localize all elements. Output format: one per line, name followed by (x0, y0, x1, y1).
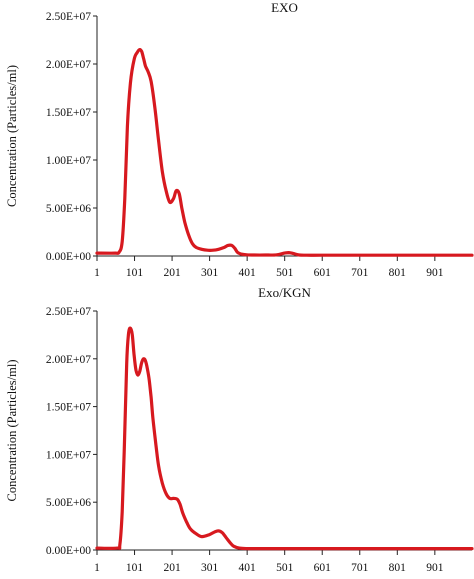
chart-panel-exo: EXO Concentration (Particles/ml) 0.00E+0… (5, 0, 474, 279)
y-ticks: 0.00E+00 5.00E+06 1.00E+07 1.50E+07 2.00E+07… (46, 306, 97, 557)
y-tick-label: 2.00E+07 (46, 354, 91, 366)
y-tick-label: 1.50E+07 (46, 107, 91, 119)
y-tick-label: 2.50E+07 (46, 306, 91, 318)
x-tick-label: 1 (94, 562, 100, 574)
chart-panel-exo-kgn: Exo/KGN Concentration (Particles/ml) 0.0… (5, 285, 474, 574)
y-tick-label: 2.50E+07 (46, 11, 91, 23)
x-tick-label: 201 (163, 267, 181, 279)
y-axis-label: Concentration (Particles/ml) (5, 65, 19, 207)
x-tick-label: 401 (239, 562, 257, 574)
x-tick-label: 1 (94, 267, 100, 279)
chart-title: Exo/KGN (258, 285, 311, 300)
x-ticks: 1 101 201 301 401 501 601 701 801 901 (94, 256, 444, 279)
x-tick-label: 401 (239, 267, 257, 279)
x-tick-label: 601 (314, 562, 332, 574)
x-tick-label: 101 (126, 562, 144, 574)
x-ticks: 1 101 201 301 401 501 601 701 801 901 (94, 550, 444, 574)
series-line (95, 326, 474, 551)
x-tick-label: 701 (351, 267, 369, 279)
x-tick-label: 701 (351, 562, 369, 574)
y-tick-label: 1.00E+07 (46, 155, 91, 167)
y-ticks: 0.00E+00 5.00E+06 1.00E+07 1.50E+07 2.00E+07… (46, 11, 97, 263)
x-tick-label: 801 (389, 267, 407, 279)
x-tick-label: 201 (163, 562, 181, 574)
y-tick-label: 5.00E+06 (46, 203, 91, 215)
y-tick-label: 5.00E+06 (46, 497, 91, 509)
x-tick-label: 601 (314, 267, 332, 279)
chart-title: EXO (271, 0, 298, 15)
y-tick-label: 0.00E+00 (46, 251, 91, 263)
x-tick-label: 501 (276, 267, 294, 279)
y-tick-label: 0.00E+00 (46, 545, 91, 557)
x-tick-label: 901 (426, 562, 444, 574)
series-line (95, 47, 474, 257)
x-tick-label: 101 (126, 267, 144, 279)
x-tick-label: 301 (201, 267, 219, 279)
x-tick-label: 501 (276, 562, 294, 574)
x-tick-label: 301 (201, 562, 219, 574)
x-tick-label: 901 (426, 267, 444, 279)
y-tick-label: 1.00E+07 (46, 449, 91, 461)
y-axis-label: Concentration (Particles/ml) (5, 360, 19, 502)
y-tick-label: 1.50E+07 (46, 402, 91, 414)
y-tick-label: 2.00E+07 (46, 59, 91, 71)
x-tick-label: 801 (389, 562, 407, 574)
